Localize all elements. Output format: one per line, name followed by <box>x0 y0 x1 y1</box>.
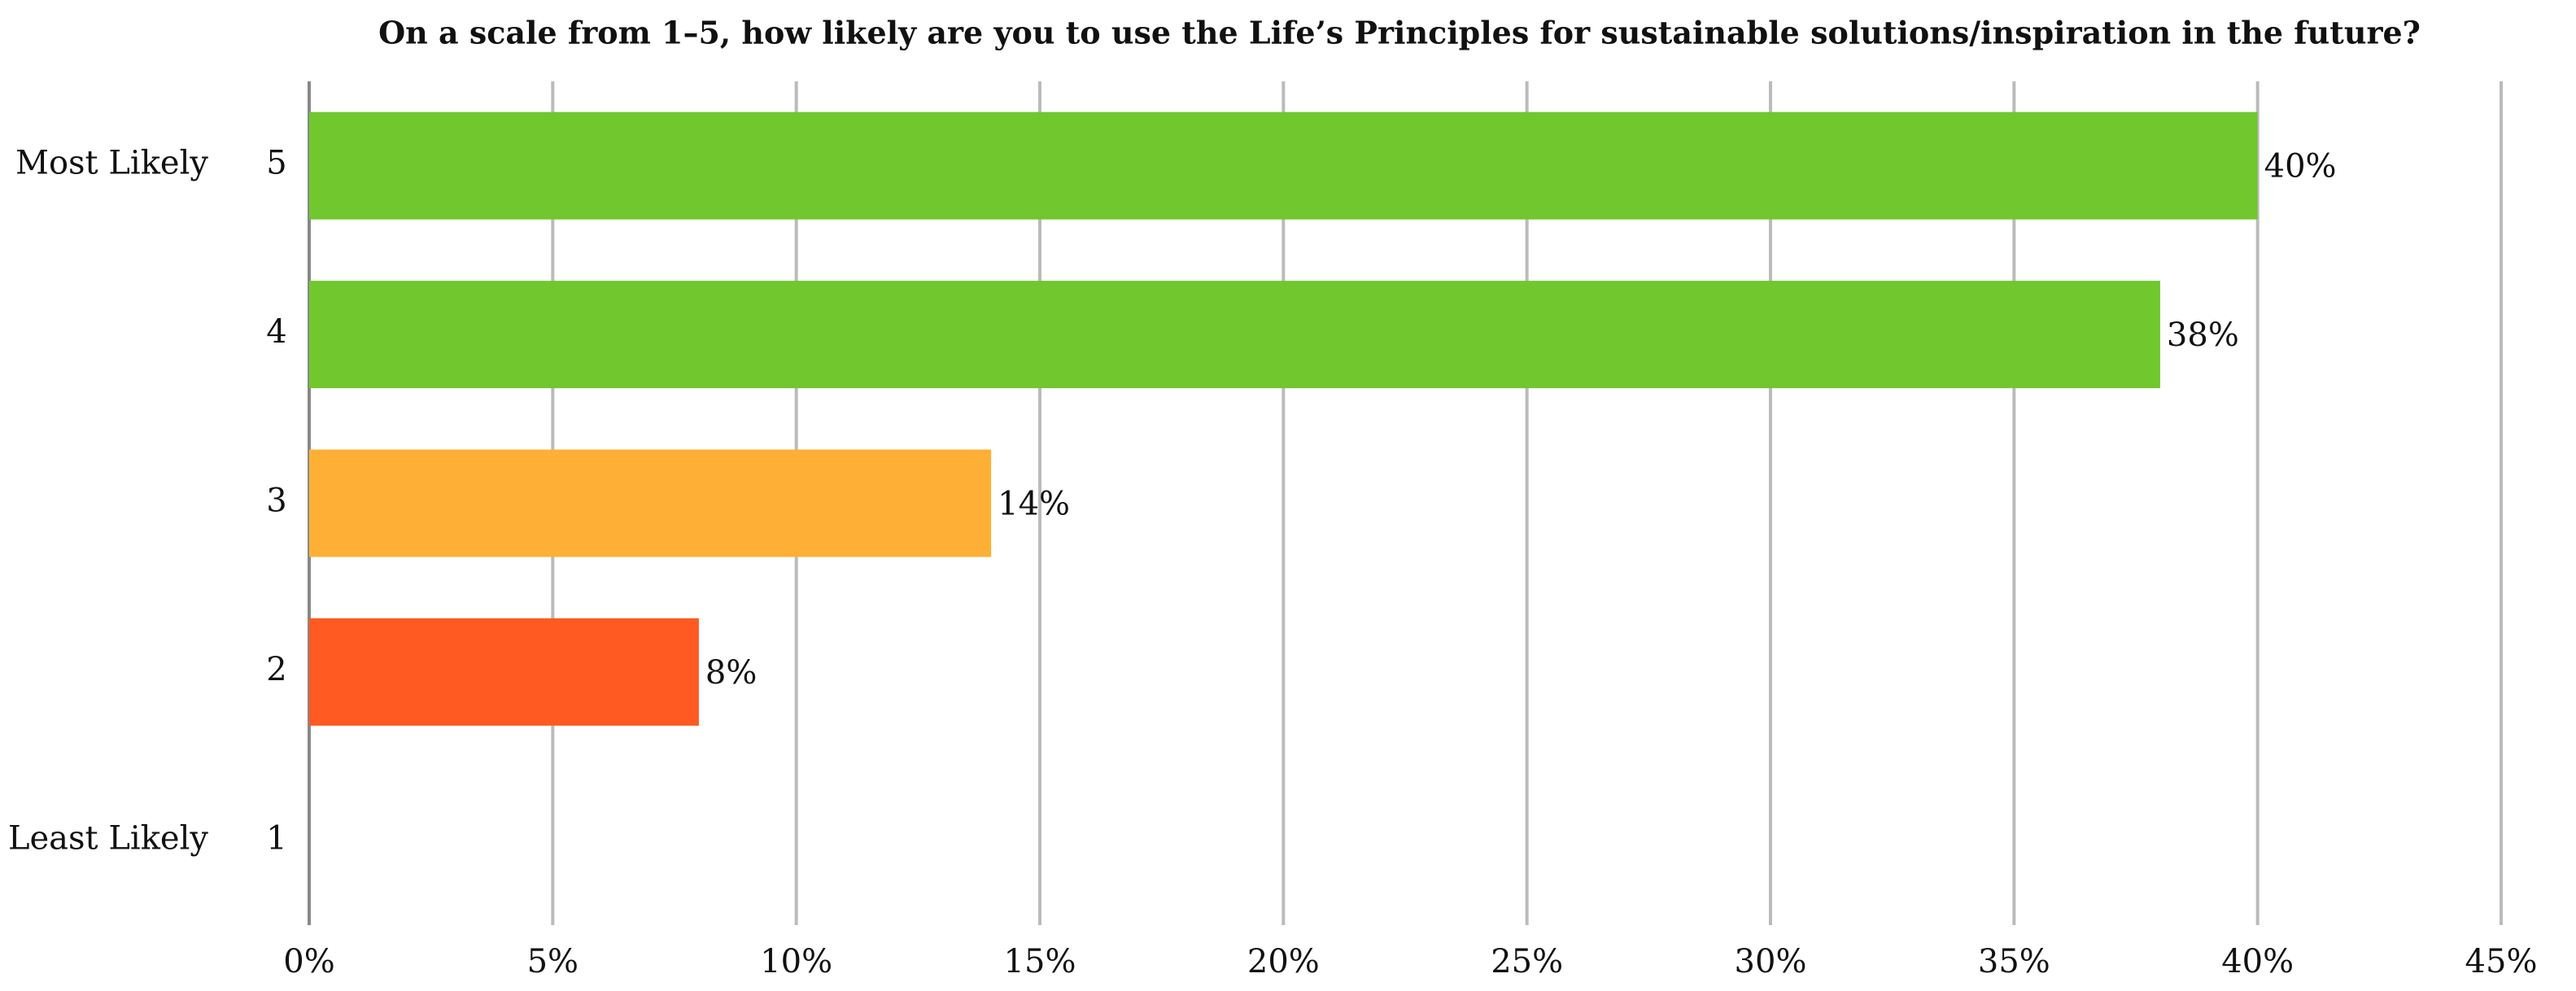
x-tick-label: 10% <box>760 943 832 980</box>
x-tick-label: 40% <box>2221 943 2294 980</box>
y-tick-label: 4 <box>266 313 286 351</box>
value-label: 14% <box>998 486 1070 523</box>
x-tick-label: 5% <box>527 943 579 980</box>
x-tick-label: 20% <box>1247 943 1320 980</box>
y-tick-label: 2 <box>266 651 286 688</box>
value-label: 38% <box>2167 317 2239 354</box>
y-tick-label: 1 <box>266 819 286 857</box>
category-note: Least Likely <box>8 819 208 857</box>
x-tick-label: 45% <box>2465 943 2538 980</box>
x-tick-label: 25% <box>1491 943 1563 980</box>
x-tick-label: 35% <box>1978 943 2050 980</box>
bar <box>309 449 992 557</box>
bar <box>309 281 2160 389</box>
x-tick-label: 15% <box>1004 943 1076 980</box>
value-label: 40% <box>2264 148 2337 186</box>
bar <box>309 618 699 726</box>
y-tick-label: 3 <box>266 482 286 520</box>
category-note: Most Likely <box>15 145 208 182</box>
y-tick-label: 5 <box>266 145 286 182</box>
value-label: 8% <box>705 654 757 692</box>
x-tick-label: 0% <box>283 943 334 980</box>
bar <box>309 111 2258 220</box>
chart-title: On a scale from 1–5, how likely are you … <box>378 15 2421 51</box>
x-tick-label: 30% <box>1735 943 1807 980</box>
